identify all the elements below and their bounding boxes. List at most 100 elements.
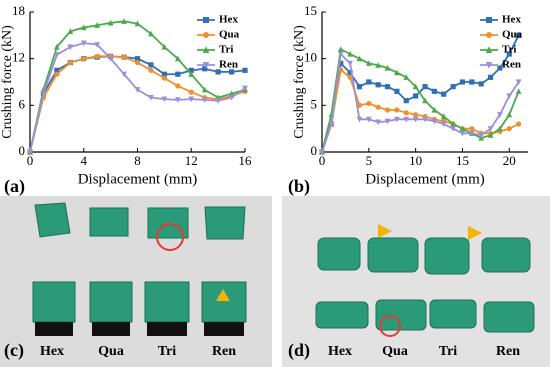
data-point <box>228 94 235 101</box>
sample-label: Tri <box>439 344 458 359</box>
sample-label: Hex <box>40 344 64 359</box>
data-point <box>80 24 87 31</box>
x-tick-label: 5 <box>366 153 373 168</box>
data-point <box>515 79 522 86</box>
data-point <box>27 149 33 156</box>
data-point <box>188 67 194 73</box>
data-point <box>487 126 494 132</box>
series-line <box>321 34 520 153</box>
data-point <box>54 71 60 77</box>
data-point <box>394 88 400 94</box>
data-point <box>412 83 419 90</box>
data-point <box>67 28 74 35</box>
data-point <box>384 64 391 71</box>
highlight-arrow <box>216 289 230 301</box>
x-tick-label: 8 <box>134 153 141 168</box>
x-tick-label: 0 <box>27 153 34 168</box>
data-point <box>347 60 353 67</box>
x-axis-label: Displacement (mm) <box>365 171 485 187</box>
data-point <box>242 67 248 73</box>
y-tick-label: 18 <box>12 3 25 18</box>
data-point <box>228 69 235 75</box>
series-line <box>321 68 520 153</box>
data-point <box>431 88 437 94</box>
data-point <box>441 91 447 97</box>
data-point <box>506 126 512 132</box>
data-point <box>431 106 438 113</box>
data-point <box>148 94 154 101</box>
x-tick-label: 12 <box>185 153 198 168</box>
data-point <box>365 60 372 66</box>
data-point <box>497 125 503 132</box>
legend-marker <box>202 62 210 69</box>
data-point <box>384 84 391 90</box>
y-axis-label: Crushing force (kN) <box>0 25 15 139</box>
data-point <box>366 100 372 107</box>
legend-marker <box>485 62 493 69</box>
data-point <box>337 46 344 52</box>
data-point <box>121 54 127 60</box>
x-axis-label: Displacement (mm) <box>78 171 198 187</box>
data-point <box>148 62 154 68</box>
data-point <box>413 112 419 118</box>
legend-marker <box>203 17 209 23</box>
data-point <box>422 116 428 123</box>
data-point <box>121 71 127 78</box>
series-line <box>321 52 520 153</box>
data-point <box>422 97 428 104</box>
data-point <box>94 42 101 48</box>
specimens <box>315 237 535 333</box>
data-point <box>161 43 168 50</box>
data-point <box>202 66 208 72</box>
data-point <box>440 121 447 128</box>
data-point <box>384 107 391 113</box>
x-tick-label: 10 <box>409 153 422 168</box>
x-tick-label: 20 <box>503 153 516 168</box>
data-point <box>497 112 503 118</box>
y-tick-label: 5 <box>311 96 318 111</box>
panel-label: (b) <box>288 176 310 197</box>
data-point <box>174 55 181 62</box>
legend-label: Tri <box>502 44 516 56</box>
data-point <box>468 130 475 137</box>
photo-d <box>282 196 550 367</box>
data-point <box>148 30 154 37</box>
data-point <box>148 67 154 73</box>
data-point <box>328 121 335 128</box>
data-point <box>215 98 221 104</box>
data-point <box>319 149 325 156</box>
data-point <box>422 84 428 90</box>
data-point <box>403 110 409 116</box>
data-point <box>459 130 466 137</box>
data-point <box>188 71 195 77</box>
data-point <box>107 19 114 26</box>
data-point <box>80 40 87 47</box>
data-point <box>413 93 419 99</box>
data-point <box>450 84 456 90</box>
data-point <box>459 79 466 85</box>
data-point <box>134 20 141 27</box>
legend-label: Ren <box>219 59 238 71</box>
y-tick-label: 0 <box>311 143 318 158</box>
highlight-circle <box>379 315 401 337</box>
data-point <box>356 55 363 62</box>
data-point <box>450 120 456 127</box>
data-point <box>54 52 60 58</box>
y-tick-label: 6 <box>19 96 26 111</box>
x-tick-label: 0 <box>319 153 326 168</box>
legend-marker <box>203 32 209 38</box>
data-point <box>134 59 141 66</box>
data-point <box>107 56 114 62</box>
y-tick-label: 15 <box>304 3 317 18</box>
data-point <box>67 59 73 66</box>
data-point <box>54 43 60 50</box>
data-point <box>201 86 208 93</box>
data-point <box>506 51 512 57</box>
sample-label: Ren <box>212 344 236 359</box>
panel-label: (c) <box>4 340 24 361</box>
data-point <box>375 104 381 110</box>
data-point <box>506 93 513 100</box>
data-point <box>134 87 141 93</box>
legend-label: Qua <box>219 29 240 41</box>
photo-bg <box>282 196 550 367</box>
